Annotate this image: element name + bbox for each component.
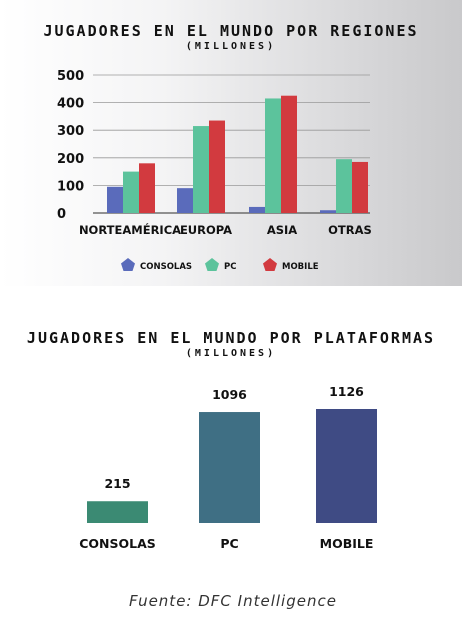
value-label-0: 215 [104,476,130,491]
x-tick-label-2: ASIA [267,223,297,237]
y-tick-label-2: 200 [57,152,84,167]
bar-pc-0 [123,171,139,213]
y-tick-label-1: 100 [57,179,84,194]
platforms-chart-title: JUGADORES EN EL MUNDO POR PLATAFORMAS [26,329,436,347]
legend-label-consolas: CONSOLAS [140,262,192,272]
x-tick-label-3: OTRAS [328,223,372,237]
x-tick-label-2: MOBILE [320,536,374,551]
bar-pc [199,412,260,523]
legend-marker-consolas [121,258,135,271]
value-label-2: 1126 [329,384,364,399]
legend-label-mobile: MOBILE [282,262,319,272]
bar-mobile [316,409,377,523]
platforms-chart: 215 CONSOLAS 1096 PC 1126 MOBILE [79,384,377,551]
x-tick-label-0: NORTEAMÉRICA [79,222,181,237]
regions-chart-panel [0,0,462,286]
bar-pc-3 [336,159,352,213]
bar-consolas [87,501,148,523]
y-tick-label-4: 400 [57,97,84,112]
platforms-chart-subtitle: (MILLONES) [185,348,277,359]
x-tick-label-1: PC [220,536,238,551]
y-tick-label-5: 500 [57,69,84,84]
bar-mobile-3 [352,161,368,213]
regions-chart-subtitle: (MILLONES) [185,41,277,52]
bar-pc-1 [193,126,209,213]
regions-chart-title: JUGADORES EN EL MUNDO POR REGIONES [43,22,419,40]
x-tick-label-1: EUROPA [180,223,232,237]
bar-pc-2 [265,98,281,213]
legend-marker-pc [205,258,219,271]
legend-marker-mobile [263,258,277,271]
bar-consolas-1 [177,188,193,213]
bar-consolas-0 [107,186,123,213]
y-tick-label-3: 300 [57,124,84,139]
bar-consolas-3 [320,210,336,213]
legend-label-pc: PC [224,262,236,272]
y-tick-label-0: 0 [57,207,66,222]
source-caption: Fuente: DFC Intelligence [129,592,337,610]
value-label-1: 1096 [212,387,247,402]
bar-mobile-0 [139,163,155,213]
bar-consolas-2 [249,206,265,213]
x-tick-label-0: CONSOLAS [79,536,156,551]
bar-mobile-1 [209,120,225,213]
bar-mobile-2 [281,95,297,213]
